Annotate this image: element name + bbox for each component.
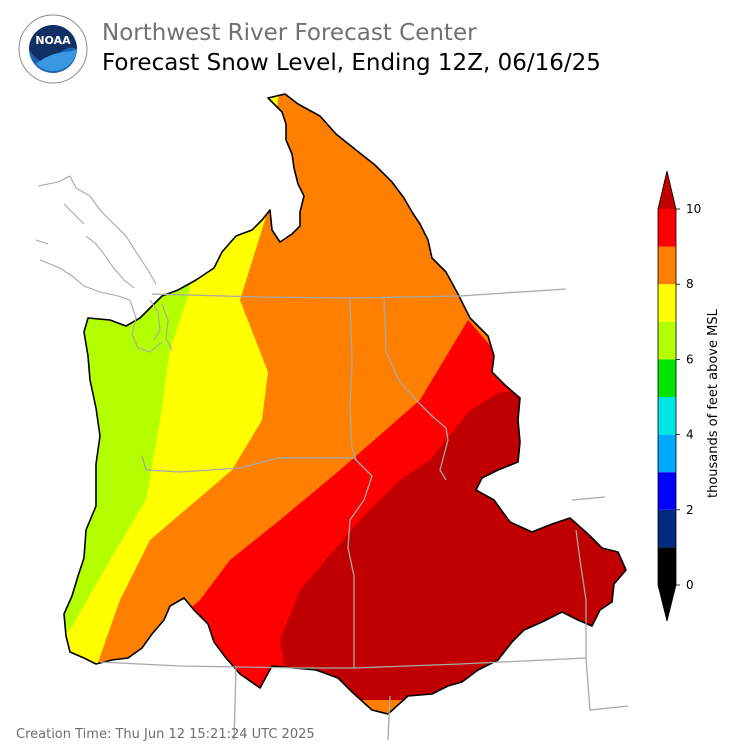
colorbar-swatch (658, 547, 676, 585)
colorbar-tick-label: 8 (686, 277, 694, 291)
colorbar-under-arrow (658, 585, 676, 621)
internal-boundary (439, 427, 449, 481)
colorbar-label: thousands of feet above MSL (706, 309, 721, 498)
noaa-logo: NOAA (18, 14, 88, 84)
colorbar-tick-label: 0 (686, 578, 694, 592)
colorbar-tick-label: 2 (686, 503, 694, 517)
colorbar-tick-label: 6 (686, 352, 694, 366)
colorbar: 0 2 4 6 8 10 (657, 170, 701, 622)
salish-sea-coastline (35, 175, 173, 353)
colorbar-swatch (658, 321, 676, 360)
colorbar-swatch (658, 246, 676, 285)
colorbar-swatch (658, 434, 676, 473)
colorbar-swatch (658, 359, 676, 397)
colorbar-swatch (658, 509, 676, 548)
political-boundaries (99, 288, 629, 741)
colorbar-swatch (658, 397, 676, 435)
noaa-logo-text: NOAA (35, 34, 71, 47)
colorbar-tick-label: 4 (686, 428, 694, 442)
creation-time: Creation Time: Thu Jun 12 15:21:24 UTC 2… (16, 727, 315, 742)
colorbar-over-arrow (658, 171, 676, 209)
colorbar-swatch (658, 209, 676, 247)
snow-level-fill (64, 94, 626, 714)
page-subtitle: Forecast Snow Level, Ending 12Z, 06/16/2… (102, 50, 601, 76)
page-title: Northwest River Forecast Center (102, 20, 477, 46)
basin-outline (63, 93, 627, 715)
colorbar-tick-label: 10 (686, 202, 701, 216)
colorbar-swatch (658, 284, 676, 322)
colorbar-swatch (658, 472, 676, 510)
